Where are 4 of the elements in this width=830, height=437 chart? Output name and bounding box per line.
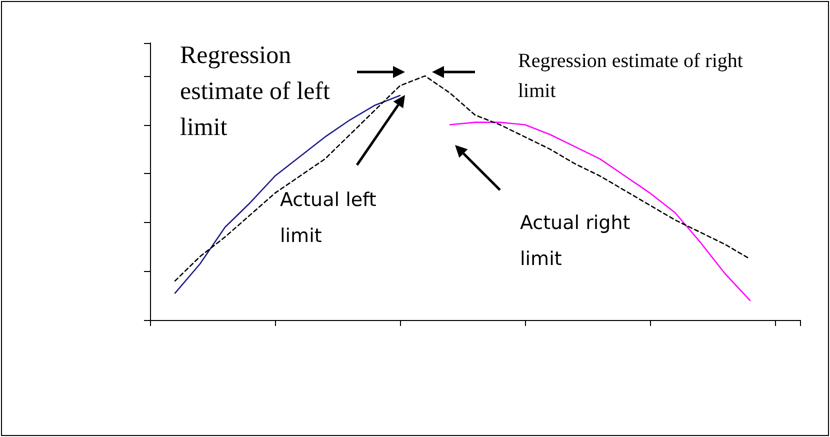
annotation: Actual left limit: [280, 188, 378, 249]
annotation: Regression estimate of left limit: [180, 41, 331, 143]
annotation: Regression estimate of right limit: [518, 49, 744, 104]
annotation: Actual right limit: [520, 211, 632, 272]
